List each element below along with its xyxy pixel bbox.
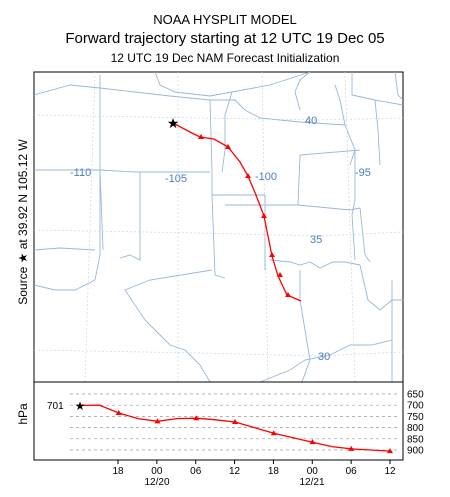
profile-marker (270, 430, 277, 436)
time-tick-label: 12 (229, 466, 241, 477)
map-frame (33, 71, 404, 383)
profile-gridlines (70, 393, 400, 451)
profile-markers (115, 410, 393, 454)
time-tick-label: 12 (384, 466, 396, 477)
trajectory-marker (261, 213, 267, 218)
profile-source-star-icon: ★ (75, 399, 86, 413)
start-pressure-value: 701 (47, 401, 64, 412)
map-borders: -110 -105 -100 -95 40 35 30 (34, 72, 403, 382)
model-title: NOAA HYSPLIT MODEL (153, 12, 297, 27)
lat-label-40: 40 (305, 115, 317, 127)
lon-label-105: -105 (165, 173, 187, 185)
time-tick-label: 18 (112, 466, 124, 477)
forecast-subtitle: 12 UTC 19 Dec NAM Forecast Initializatio… (110, 51, 340, 65)
pressure-axis-label-text: hPa (16, 403, 30, 425)
profile-marker (115, 410, 122, 416)
date-label-1221: 12/21 (299, 477, 324, 488)
time-tick-label: 18 (268, 466, 280, 477)
profile-marker (309, 439, 316, 445)
profile-frame (33, 381, 404, 461)
lon-label-110: -110 (70, 167, 91, 179)
pressure-level-label: 850 (407, 434, 424, 445)
time-axis: 18 00 06 12 18 00 06 12 (112, 460, 396, 477)
source-star-icon: ★ (167, 116, 180, 132)
trajectory-marker (269, 252, 275, 257)
date-label-1220: 12/20 (144, 477, 169, 488)
profile-marker (348, 445, 355, 451)
pressure-level-label: 750 (407, 412, 424, 423)
trajectory-title: Forward trajectory starting at 12 UTC 19… (65, 30, 385, 47)
lon-label-100: -100 (255, 171, 277, 183)
trajectory-marker (277, 272, 283, 277)
profile-marker (154, 418, 161, 424)
trajectory-marker (225, 144, 231, 149)
trajectory-marker (245, 173, 251, 178)
profile-marker (387, 448, 393, 454)
lon-label-95: -95 (355, 167, 371, 179)
time-tick-label: 00 (151, 466, 163, 477)
lat-label-30: 30 (318, 351, 330, 363)
pressure-level-label: 700 (407, 401, 424, 412)
pressure-level-label: 900 (407, 446, 424, 457)
lat-label-35: 35 (310, 234, 322, 246)
pressure-level-label: 800 (407, 423, 424, 434)
time-tick-label: 06 (190, 466, 202, 477)
profile-marker (232, 419, 238, 424)
profile-marker (193, 415, 200, 421)
trajectory-marker (285, 292, 291, 297)
trajectory-markers (198, 134, 291, 297)
time-tick-label: 00 (307, 466, 319, 477)
pressure-level-label: 650 (407, 390, 424, 401)
trajectory-marker (198, 134, 204, 139)
time-tick-label: 06 (346, 466, 358, 477)
